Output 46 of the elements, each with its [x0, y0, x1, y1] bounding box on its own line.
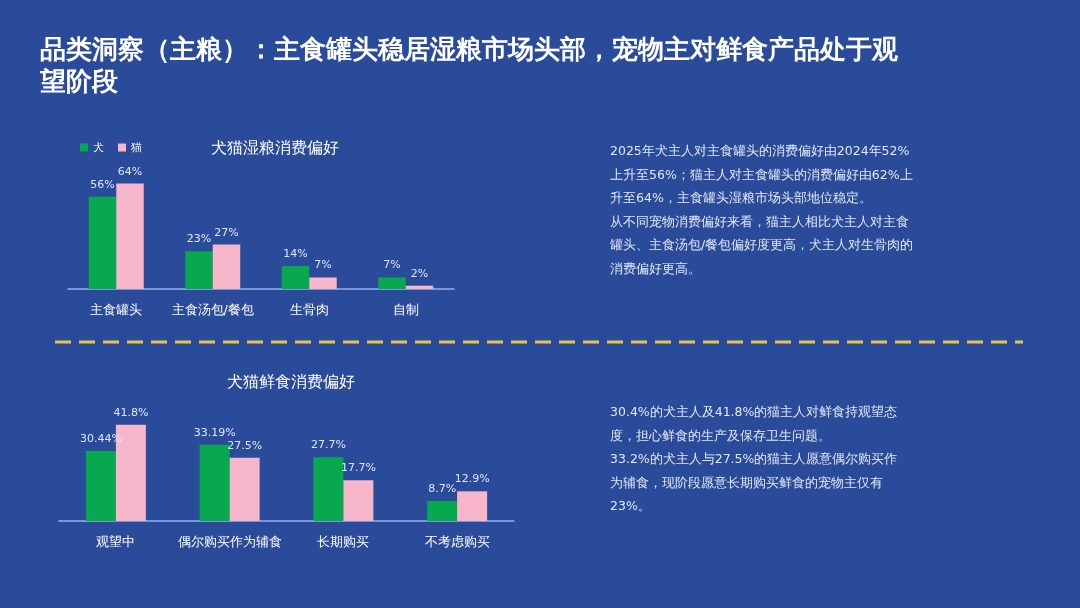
bar [313, 457, 344, 521]
data-label: 7% [383, 258, 401, 272]
bar [88, 196, 117, 289]
bar [85, 450, 116, 521]
data-label: 27% [214, 225, 239, 239]
data-label: 12.9% [454, 472, 490, 486]
bar [212, 244, 241, 289]
data-label: 8.7% [428, 481, 457, 495]
chart-title: 品类洞察（主粮）：主食罐头稳居湿粮市场头部，宠物主对鲜食产品处于观望阶段 [40, 33, 899, 97]
x-tick-label: 不考虑购买 [424, 534, 490, 549]
bar [229, 457, 260, 521]
x-tick-label: 偶尔购买作为辅食 [177, 534, 282, 549]
bar [343, 480, 374, 521]
data-label: 7% [314, 258, 332, 272]
bar [309, 277, 337, 289]
bar [281, 265, 310, 289]
data-label: 33.19% [193, 425, 236, 439]
text: 2025年犬主人对主食罐头的消费偏好由2024年52%上升至56%；猫主人对主食罐头的消费偏好由62%上升至64%，主食罐头湿粮市场头部地位稳定。 [610, 142, 914, 207]
legend-label: 猫 [131, 141, 142, 154]
x-tick-label: 主食罐头 [90, 302, 143, 317]
x-tick-label: 生骨肉 [289, 302, 329, 317]
text: 33.2%的犬主人与27.5%的猫主人愿意偶尔购买作为辅食，现阶段愿意长期购买鲜食的宠物主仅有23%。 [610, 450, 899, 515]
legend-label: 犬 [93, 141, 104, 154]
text: 从不同宠物消费偏好来看，猫主人相比犬主人对主食罐头、主食汤包/餐包偏好度更高，犬主人对生骨肉的消费偏好更高。 [610, 212, 915, 278]
bar [199, 444, 230, 521]
x-tick-label: 观望中 [96, 534, 136, 549]
data-label: 17.7% [340, 461, 376, 475]
chart-title: 犬猫鲜食消费偏好 [227, 371, 355, 391]
data-label: 27.7% [310, 438, 346, 452]
data-label: 64% [117, 164, 143, 178]
bar [457, 491, 488, 521]
x-tick-label: 自制 [392, 302, 419, 317]
data-label: 2% [410, 266, 429, 280]
text: 30.4%的犬主人及41.8%的猫主人对鲜食持观望态度，担心鲜食的生产及保存卫生问题。 [610, 403, 899, 445]
x-tick-label: 主食汤包/餐包 [171, 302, 254, 317]
bar [116, 183, 144, 289]
bar [185, 251, 213, 289]
chart-subtitle: 犬猫湿粮消费偏好 [211, 137, 339, 157]
data-label: 41.8% [113, 405, 149, 419]
data-label: 23% [186, 232, 212, 246]
bar [427, 500, 458, 521]
data-label: 14% [283, 246, 308, 260]
bar [378, 277, 406, 289]
x-tick-label: 长期购买 [317, 534, 370, 549]
data-label: 56% [90, 177, 115, 191]
data-label: 27.5% [227, 438, 263, 452]
